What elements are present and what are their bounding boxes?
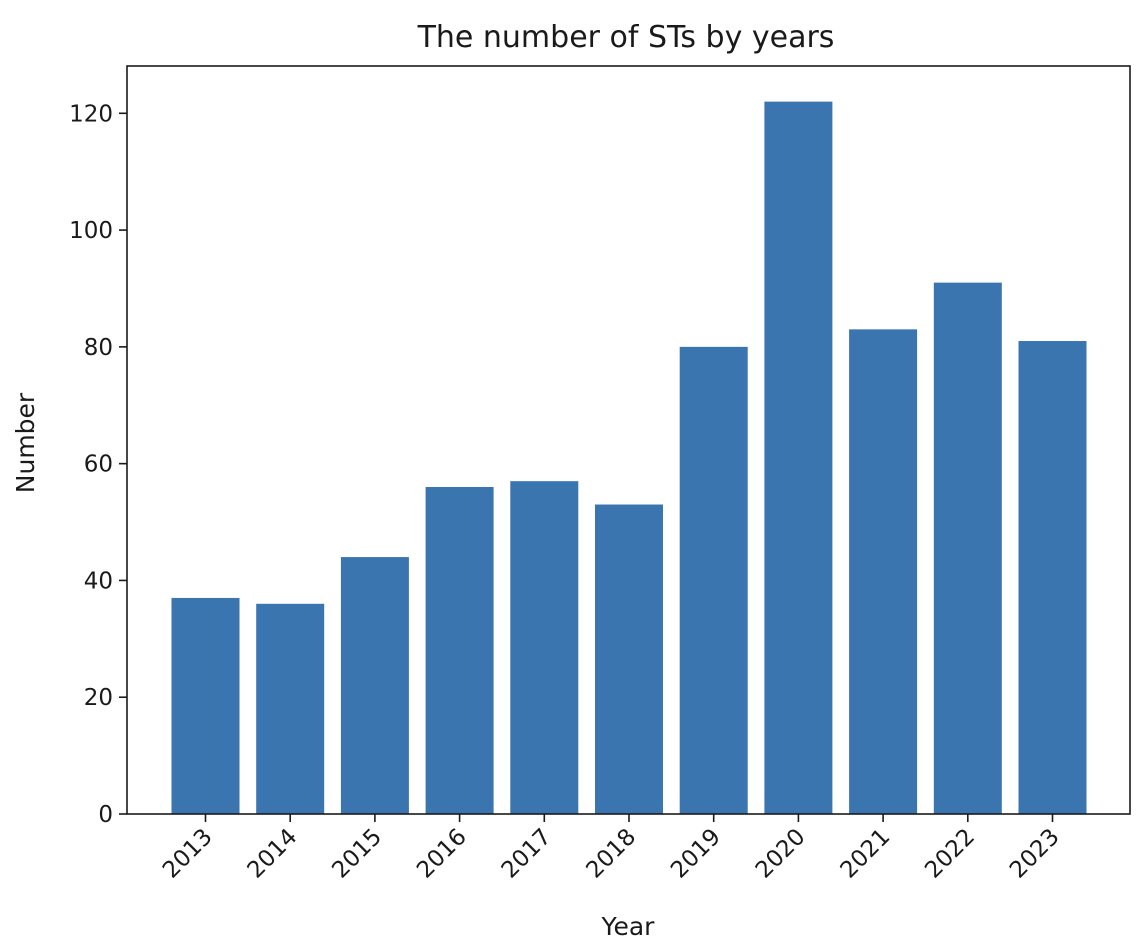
y-tick-label: 80: [84, 335, 113, 361]
y-tick-label: 100: [69, 218, 113, 244]
bar-2022: [933, 282, 1002, 814]
x-tick-label: 2015: [327, 824, 387, 884]
bar-2017: [510, 481, 579, 814]
x-tick-label: 2014: [243, 824, 303, 884]
x-tick-label: 2020: [751, 824, 811, 884]
x-axis-label: Year: [601, 912, 656, 939]
x-tick-label: 2016: [412, 824, 472, 884]
bar-2015: [340, 557, 409, 814]
y-axis-label: Number: [11, 392, 40, 493]
bar-2018: [595, 504, 663, 814]
bars-layer: [171, 101, 1087, 815]
plot-area-frame: [126, 65, 1131, 815]
bar-2014: [256, 603, 325, 814]
y-tick-label: 60: [84, 452, 113, 478]
bar-2020: [764, 101, 833, 815]
chart-title: The number of STs by years: [417, 20, 835, 55]
y-tick-label: 40: [84, 568, 113, 594]
x-tick-label: 2019: [666, 824, 726, 884]
x-tick-label: 2018: [581, 824, 641, 884]
x-tick-label: 2023: [1005, 824, 1065, 884]
bar-2019: [679, 346, 748, 814]
bar-2016: [425, 487, 494, 814]
x-tick-label: 2021: [836, 824, 896, 884]
bar-2023: [1018, 341, 1087, 814]
y-tick-label: 20: [84, 685, 113, 711]
x-tick-label: 2022: [920, 824, 980, 884]
y-tick-label: 0: [98, 802, 113, 828]
y-tick-label: 120: [69, 101, 113, 127]
x-tick-label: 2013: [158, 824, 218, 884]
x-tick-label: 2017: [497, 824, 557, 884]
bar-2013: [171, 597, 240, 814]
bar-2021: [849, 329, 918, 814]
